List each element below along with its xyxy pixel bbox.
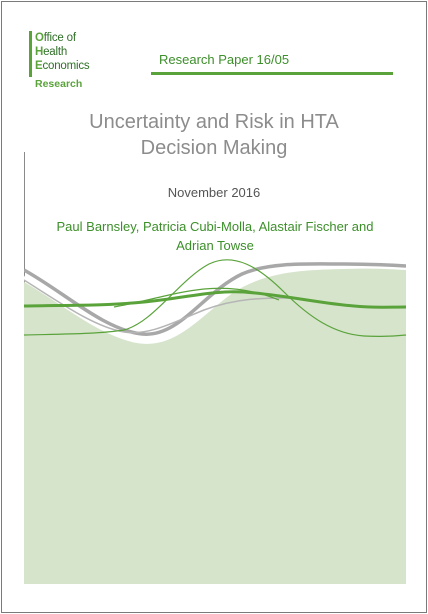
- paper-number: Research Paper 16/05: [159, 52, 290, 67]
- logo-bar: [29, 31, 32, 77]
- title-line-1: Uncertainty and Risk in HTA: [89, 111, 339, 133]
- ohe-logo: Office of Health Economics Research: [29, 31, 119, 93]
- logo-line-office: Office of: [35, 32, 76, 44]
- graphic-green-curve-thin-b: [113, 287, 280, 308]
- publication-date: November 2016: [167, 185, 261, 200]
- graphic-fill-area: [24, 268, 406, 584]
- header-rule: [151, 72, 393, 75]
- report-title: Uncertainty and Risk in HTA Decision Mak…: [2, 109, 426, 161]
- logo-line-economics: Economics: [35, 60, 90, 72]
- graphic-grey-curve-thick: [24, 262, 406, 336]
- logo-research: Research: [35, 78, 83, 90]
- cover-graphic: [24, 152, 406, 584]
- graphic-grey-curve-thin: [24, 279, 295, 334]
- graphic-green-curve-thin-a: [24, 259, 406, 338]
- authors-line-2: Adrian Towse: [176, 238, 254, 253]
- graphic-green-curve-thick: [24, 290, 406, 309]
- authors-line-1: Paul Barnsley, Patricia Cubi-Molla, Alas…: [56, 219, 374, 234]
- logo-line-health: Health: [35, 46, 68, 58]
- authors: Paul Barnsley, Patricia Cubi-Molla, Alas…: [32, 217, 398, 255]
- title-line-2: Decision Making: [140, 137, 288, 159]
